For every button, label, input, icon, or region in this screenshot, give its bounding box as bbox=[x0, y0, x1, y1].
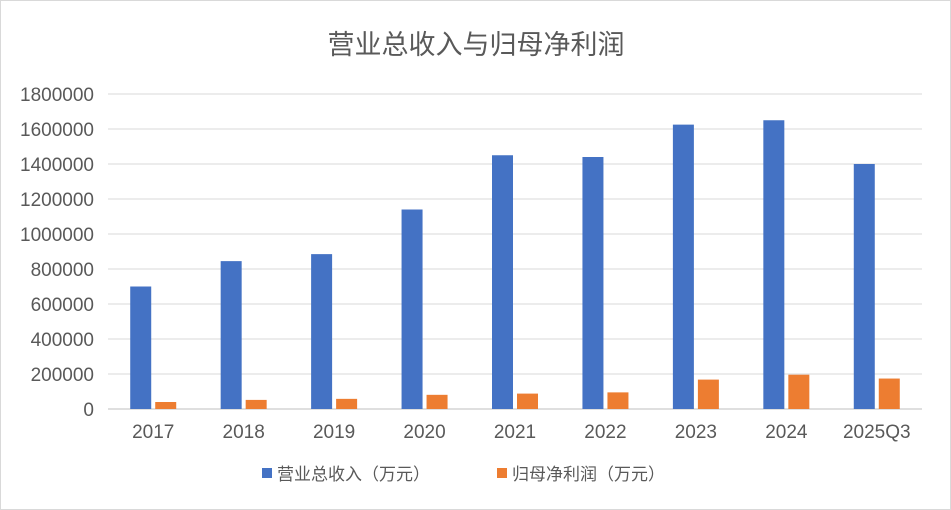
y-tick-label: 1400000 bbox=[20, 155, 94, 176]
chart-title: 营业总收入与归母净利润 bbox=[328, 30, 625, 61]
y-tick-label: 800000 bbox=[31, 260, 94, 281]
y-tick-label: 600000 bbox=[31, 295, 94, 316]
bar-revenue bbox=[763, 120, 785, 409]
legend-item-revenue: 营业总收入（万元） bbox=[262, 465, 430, 485]
bar-net-profit bbox=[697, 379, 719, 409]
x-tick-label: 2025Q3 bbox=[843, 422, 911, 443]
bar-net-profit bbox=[517, 393, 538, 409]
x-tick-label: 2018 bbox=[223, 422, 265, 443]
bar-revenue bbox=[853, 164, 875, 409]
bar-revenue bbox=[401, 209, 423, 409]
bar-revenue bbox=[220, 261, 242, 409]
x-tick-label: 2017 bbox=[132, 422, 174, 443]
legend: 营业总收入（万元） 归母净利润（万元） bbox=[262, 465, 665, 485]
legend-swatch bbox=[497, 468, 507, 478]
y-tick-label: 1200000 bbox=[20, 190, 94, 211]
x-axis: 2017 2018 2019 2020 2021 2022 2023 2024 2025Q3 bbox=[132, 422, 911, 443]
x-tick-label: 2021 bbox=[494, 422, 536, 443]
bars bbox=[130, 120, 900, 409]
bar-net-profit bbox=[788, 374, 810, 409]
y-tick-label: 200000 bbox=[31, 365, 94, 386]
bar-revenue bbox=[130, 286, 152, 409]
legend-item-net-profit: 归母净利润（万元） bbox=[497, 465, 665, 485]
bar-net-profit bbox=[426, 394, 448, 409]
legend-swatch bbox=[262, 468, 272, 478]
y-tick-label: 400000 bbox=[31, 330, 94, 351]
bar-net-profit bbox=[245, 399, 267, 409]
bar-revenue bbox=[672, 124, 694, 409]
bar-revenue bbox=[311, 254, 333, 409]
bar-net-profit bbox=[607, 392, 629, 409]
bar-revenue bbox=[492, 155, 513, 409]
bar-net-profit bbox=[336, 398, 358, 409]
x-tick-label: 2023 bbox=[675, 422, 717, 443]
legend-label: 营业总收入（万元） bbox=[277, 465, 430, 485]
bar-revenue bbox=[582, 157, 604, 409]
bar-net-profit bbox=[155, 402, 177, 409]
legend-label: 归母净利润（万元） bbox=[512, 465, 665, 485]
y-tick-label: 1800000 bbox=[20, 85, 94, 106]
y-axis: 0 200000 400000 600000 800000 1000000 1200000 1… bbox=[20, 85, 94, 421]
y-tick-label: 1600000 bbox=[20, 120, 94, 141]
x-tick-label: 2022 bbox=[584, 422, 626, 443]
x-tick-label: 2019 bbox=[313, 422, 355, 443]
x-tick-label: 2024 bbox=[765, 422, 808, 443]
x-tick-label: 2020 bbox=[403, 422, 445, 443]
y-tick-label: 1000000 bbox=[20, 225, 94, 246]
gridlines bbox=[108, 93, 922, 410]
y-tick-label: 0 bbox=[83, 400, 94, 421]
bar-net-profit bbox=[878, 378, 900, 409]
